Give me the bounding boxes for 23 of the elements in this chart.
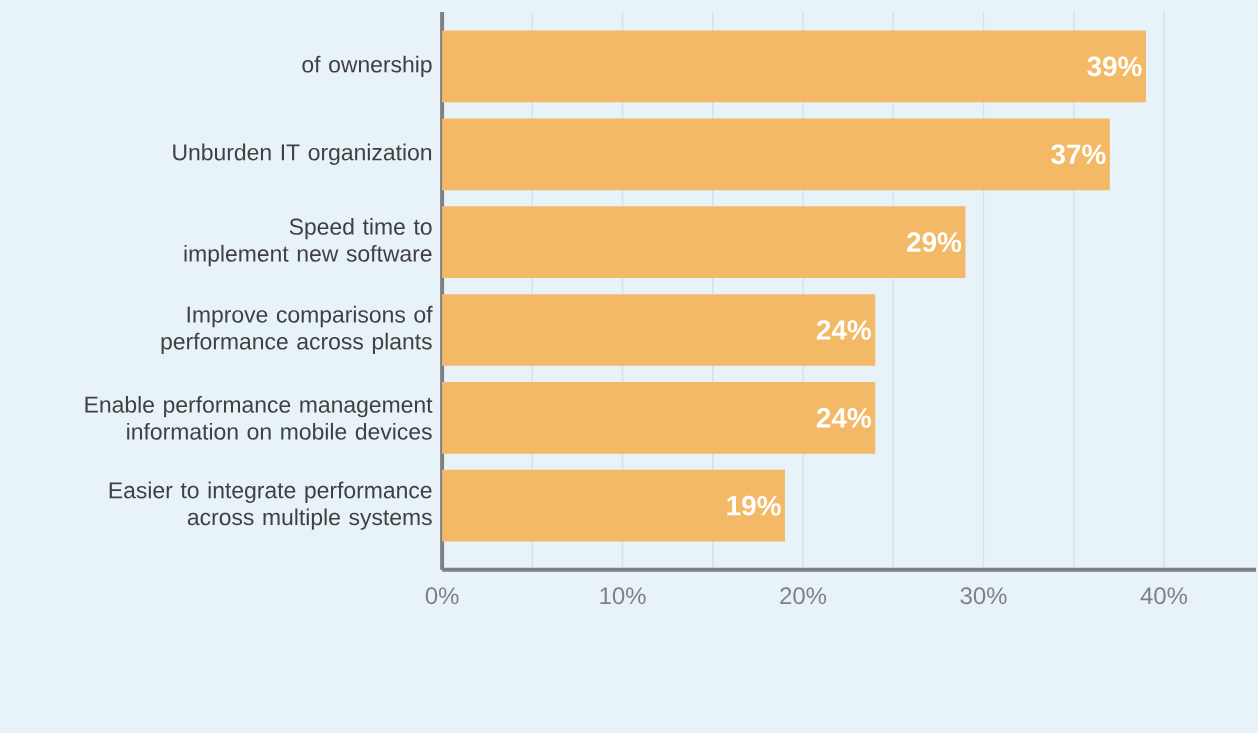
data-label: 19% xyxy=(727,495,781,516)
y-tick-label: Enable performance management information on mobile devices xyxy=(85,395,433,440)
bar xyxy=(442,294,876,366)
bar xyxy=(442,206,966,278)
y-tick-label: Speed time to implement new software xyxy=(184,217,432,267)
y-tick-label: Improve comparisons of performance across plants xyxy=(161,305,433,355)
y-tick-label: of ownership xyxy=(302,55,432,78)
x-tick-label: 20% xyxy=(780,587,827,605)
x-tick-label: 40% xyxy=(1140,587,1188,605)
data-label: 29% xyxy=(907,232,962,252)
data-label: 39% xyxy=(1087,56,1142,77)
y-tick-label: Easier to integrate performance across multiple systems xyxy=(109,481,432,530)
bar xyxy=(442,469,785,542)
data-label: 24% xyxy=(816,320,871,340)
bar xyxy=(442,30,1146,103)
x-tick-label: 10% xyxy=(600,587,646,605)
x-tick-label: 30% xyxy=(960,587,1007,605)
y-tick-label: Unburden IT organization xyxy=(173,143,432,165)
x-tick-label: 0% xyxy=(425,587,459,605)
data-label: 24% xyxy=(816,407,871,428)
data-label: 37% xyxy=(1051,144,1106,165)
bar xyxy=(442,118,1110,191)
bar xyxy=(442,381,876,454)
